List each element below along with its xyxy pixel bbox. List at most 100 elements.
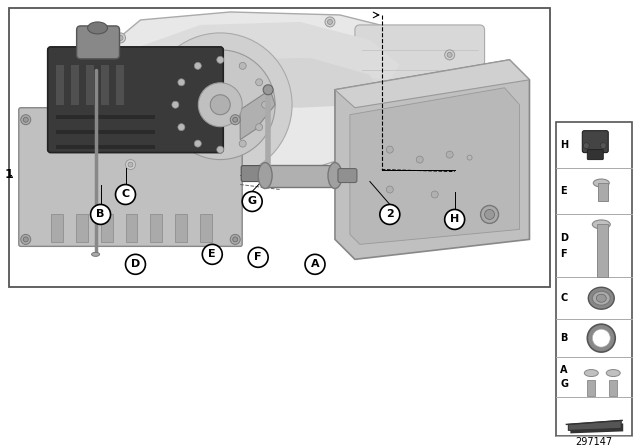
- Text: A: A: [561, 365, 568, 375]
- Bar: [100, 65, 109, 105]
- Circle shape: [445, 50, 454, 60]
- Circle shape: [23, 237, 28, 242]
- Text: 1: 1: [5, 168, 13, 181]
- Polygon shape: [568, 420, 621, 431]
- Text: F: F: [561, 249, 567, 259]
- Ellipse shape: [328, 163, 342, 189]
- Circle shape: [125, 254, 145, 274]
- Text: H: H: [450, 215, 460, 224]
- Text: C: C: [122, 190, 129, 199]
- Ellipse shape: [593, 179, 609, 187]
- Text: G: G: [248, 197, 257, 207]
- Circle shape: [481, 206, 499, 224]
- Circle shape: [172, 101, 179, 108]
- Bar: [9, 8, 550, 287]
- Circle shape: [230, 115, 240, 125]
- Bar: [200, 215, 212, 242]
- Bar: [116, 65, 124, 105]
- Circle shape: [198, 83, 242, 127]
- Text: B: B: [561, 333, 568, 343]
- Text: 297147: 297147: [576, 437, 613, 447]
- Bar: [56, 145, 156, 149]
- Ellipse shape: [584, 370, 598, 376]
- Polygon shape: [335, 60, 529, 259]
- FancyBboxPatch shape: [241, 166, 263, 181]
- Text: D: D: [561, 233, 568, 243]
- FancyBboxPatch shape: [588, 150, 604, 159]
- Ellipse shape: [588, 287, 614, 309]
- Text: 2: 2: [386, 210, 394, 220]
- Circle shape: [128, 162, 133, 167]
- Text: C: C: [561, 293, 568, 303]
- FancyBboxPatch shape: [77, 26, 120, 59]
- Circle shape: [239, 140, 246, 147]
- Circle shape: [387, 186, 394, 193]
- Circle shape: [242, 191, 262, 211]
- Circle shape: [592, 329, 611, 347]
- FancyBboxPatch shape: [19, 108, 242, 246]
- FancyBboxPatch shape: [48, 47, 223, 153]
- Circle shape: [431, 191, 438, 198]
- Text: H: H: [561, 140, 568, 150]
- FancyBboxPatch shape: [582, 131, 608, 153]
- Circle shape: [195, 140, 202, 147]
- Circle shape: [165, 50, 275, 159]
- Bar: [86, 65, 93, 105]
- Circle shape: [239, 62, 246, 69]
- Polygon shape: [240, 90, 275, 140]
- Circle shape: [202, 244, 222, 264]
- Bar: [598, 183, 608, 201]
- Circle shape: [20, 115, 31, 125]
- Circle shape: [178, 124, 185, 131]
- Bar: [51, 215, 63, 242]
- Circle shape: [217, 146, 224, 153]
- Text: F: F: [255, 252, 262, 263]
- Circle shape: [178, 79, 185, 86]
- Circle shape: [380, 204, 400, 224]
- Ellipse shape: [88, 22, 108, 34]
- Circle shape: [23, 117, 28, 122]
- Bar: [597, 224, 608, 277]
- Circle shape: [467, 155, 472, 160]
- Polygon shape: [350, 88, 520, 244]
- Circle shape: [446, 151, 453, 158]
- Circle shape: [325, 17, 335, 27]
- Circle shape: [305, 254, 325, 274]
- Text: E: E: [561, 186, 567, 196]
- Polygon shape: [100, 12, 490, 180]
- Circle shape: [230, 234, 240, 244]
- Bar: [100, 215, 113, 242]
- Circle shape: [416, 156, 423, 163]
- Bar: [76, 215, 88, 242]
- FancyBboxPatch shape: [338, 168, 357, 182]
- Circle shape: [583, 142, 589, 149]
- Bar: [265, 164, 335, 186]
- Circle shape: [91, 204, 111, 224]
- Text: B: B: [97, 210, 105, 220]
- Text: A: A: [310, 259, 319, 269]
- Text: G: G: [561, 379, 568, 389]
- Circle shape: [20, 234, 31, 244]
- Circle shape: [195, 62, 202, 69]
- Text: E: E: [209, 250, 216, 259]
- Circle shape: [211, 95, 230, 115]
- Ellipse shape: [258, 163, 272, 189]
- Text: D: D: [131, 259, 140, 269]
- Circle shape: [387, 146, 394, 153]
- Ellipse shape: [606, 370, 620, 376]
- Circle shape: [233, 117, 237, 122]
- Circle shape: [116, 185, 136, 204]
- Ellipse shape: [92, 252, 100, 256]
- Bar: [588, 380, 595, 396]
- Bar: [56, 129, 156, 134]
- Polygon shape: [335, 60, 529, 108]
- Polygon shape: [116, 22, 400, 80]
- Circle shape: [125, 159, 136, 169]
- Bar: [175, 215, 188, 242]
- Circle shape: [484, 210, 495, 220]
- Circle shape: [255, 79, 262, 86]
- Circle shape: [118, 35, 123, 40]
- Bar: [56, 65, 63, 105]
- Circle shape: [248, 247, 268, 267]
- Circle shape: [262, 101, 269, 108]
